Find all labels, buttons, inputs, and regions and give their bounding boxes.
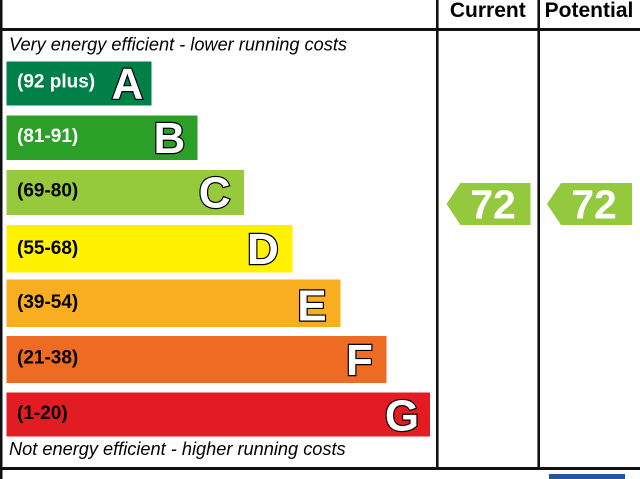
svg-text:(21-38): (21-38) [17, 348, 78, 369]
svg-text:(69-80): (69-80) [17, 180, 78, 201]
svg-text:Potential: Potential [545, 0, 634, 22]
svg-text:D: D [247, 225, 279, 274]
svg-text:Very energy efficient - lower: Very energy efficient - lower running co… [9, 34, 347, 54]
svg-text:(55-68): (55-68) [17, 238, 78, 259]
svg-text:(92 plus): (92 plus) [17, 72, 95, 93]
svg-text:G: G [385, 392, 419, 441]
svg-text:Current: Current [450, 0, 526, 22]
svg-text:Not energy efficient - higher: Not energy efficient - higher running co… [9, 439, 346, 459]
svg-text:(81-91): (81-91) [17, 126, 78, 147]
svg-text:72: 72 [571, 181, 617, 227]
svg-text:E: E [297, 282, 326, 331]
svg-text:(1-20): (1-20) [17, 403, 68, 424]
svg-text:A: A [112, 60, 144, 109]
svg-text:C: C [199, 169, 231, 218]
svg-text:B: B [154, 114, 186, 163]
svg-text:(39-54): (39-54) [17, 292, 78, 313]
svg-text:F: F [346, 336, 373, 385]
svg-text:72: 72 [470, 181, 516, 227]
